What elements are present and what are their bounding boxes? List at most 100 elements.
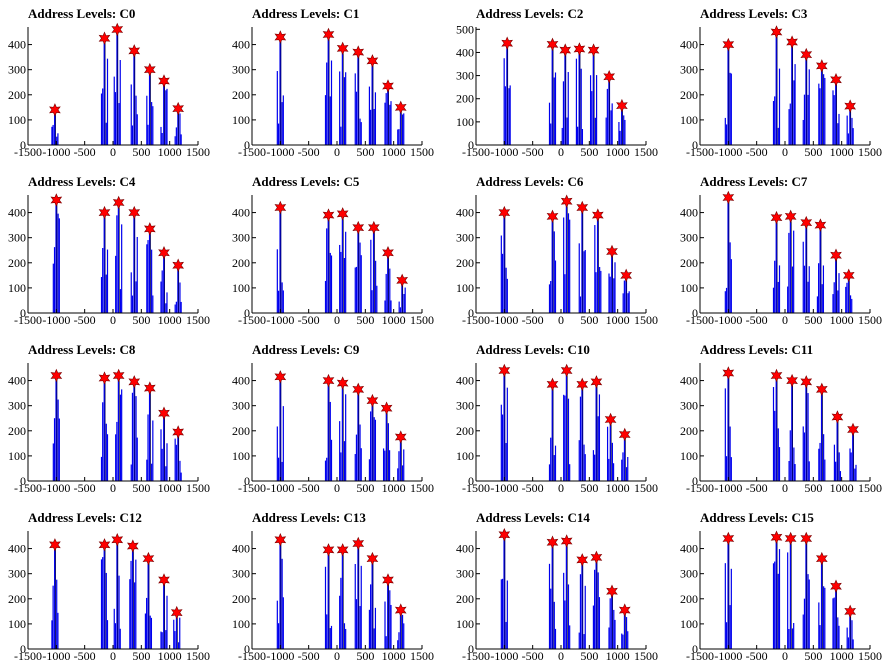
peak-marker [603,70,616,84]
histogram-bar [105,423,107,481]
histogram-bar [548,464,551,481]
x-tick-label: -1000 [266,649,294,663]
y-tick-label: 300 [8,399,26,413]
histogram-bar [793,447,795,481]
histogram-bar [113,76,115,145]
histogram-bar [327,215,330,313]
chart-title: Address Levels: C0 [28,6,135,21]
histogram-bar [622,634,624,649]
histogram-bar [772,387,775,481]
histogram-bar [355,266,358,313]
histogram-bar [281,102,283,145]
y-tick-label: 400 [456,206,474,220]
histogram-bar [324,566,327,649]
x-tick-label: 0 [558,481,564,495]
histogram-bar [727,197,730,313]
peak-marker [546,377,559,392]
histogram-bar [160,281,162,313]
y-tick-label: 100 [456,115,474,129]
x-tick-label: 0 [558,313,564,327]
histogram-bar [503,370,506,481]
histogram-bar [130,560,132,649]
histogram-bar [277,457,280,481]
histogram-bar [113,608,115,649]
x-tick-label: 1000 [158,145,182,159]
y-tick-label: 400 [456,45,474,59]
histogram-bar [161,270,163,313]
histogram-bar [564,274,566,313]
x-tick-label: -1500 [238,649,266,663]
x-tick-label: -1000 [714,481,742,495]
x-tick-label: -1500 [462,145,490,159]
peak-marker [722,531,735,546]
histogram-bar [119,60,121,146]
histogram-bar [117,202,120,313]
peak-marker [606,244,618,259]
peak-marker [382,573,394,587]
histogram-bar [355,599,358,649]
y-tick-label: 500 [456,22,474,36]
histogram-bar [326,457,328,481]
y-tick-label: 400 [456,542,474,556]
histogram-bar [147,414,149,481]
peak-marker [112,195,125,210]
histogram-bar [330,60,333,146]
histogram-bar [370,584,372,649]
x-tick-label: -500 [74,481,96,495]
histogram-bar [569,219,571,313]
histogram-bar [819,442,821,481]
histogram-bar [824,587,826,649]
chart-panel-6: Address Levels: C6 0 100 200 300 400 -1500 -100… [456,174,658,327]
histogram-bar [803,265,806,313]
histogram-bar [403,449,405,481]
histogram-bar [119,394,122,481]
peak-marker [560,363,573,378]
histogram-bar [117,375,120,481]
histogram-bar [837,617,839,649]
peak-marker [498,205,511,220]
peak-marker [128,205,141,220]
histogram-bar [550,123,552,145]
histogram-bar [553,601,555,649]
histogram-bar [384,300,386,313]
histogram-bar [180,301,182,313]
histogram-bar [579,396,582,481]
histogram-bar [277,123,280,145]
histogram-bar [131,392,134,481]
histogram-bar [548,102,551,145]
histogram-bar [846,627,848,649]
peak-marker [784,531,797,546]
peak-marker [98,205,111,220]
histogram-bar [506,43,509,146]
histogram-bar [850,452,852,481]
histogram-bar [144,613,147,649]
peak-marker [142,551,155,566]
x-tick-label: 1500 [858,313,882,327]
histogram-bar [578,48,581,146]
peak-marker [394,100,407,115]
histogram-bar [623,280,625,313]
histogram-bar [805,54,808,146]
histogram-bar [777,281,779,313]
histogram-bar [57,213,59,313]
histogram-bar [838,625,840,649]
histogram-bar [565,201,568,313]
histogram-bar [805,538,808,649]
histogram-bar [174,136,176,145]
histogram-bar [818,263,820,313]
y-tick-label: 300 [680,231,698,245]
histogram-bar [851,117,853,145]
histogram-bar [134,582,136,649]
x-tick-label: 1000 [382,481,406,495]
histogram-bar [341,48,344,146]
histogram-bar [55,200,58,313]
histogram-bar [121,224,123,313]
x-tick-label: -1000 [714,145,742,159]
histogram-bar [729,605,731,649]
peak-marker [616,98,628,113]
histogram-bar [146,597,148,649]
x-tick-label: 500 [804,649,822,663]
histogram-bar [596,215,599,313]
chart-title: Address Levels: C1 [252,6,359,21]
x-tick-label: 0 [334,481,340,495]
